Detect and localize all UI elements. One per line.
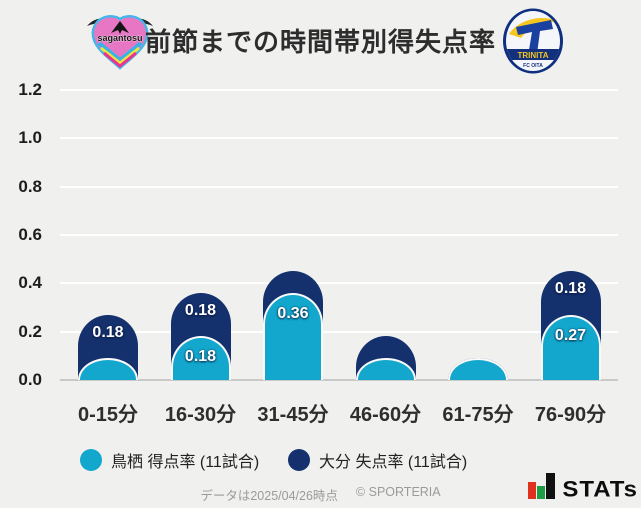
oita-trinita-crest-icon: TRINITA FC OITA: [503, 8, 563, 74]
away-logo-text: TRINITA: [518, 51, 549, 60]
gridline: [60, 330, 618, 333]
x-axis-category-label: 0-15分: [77, 404, 139, 426]
x-axis-category-label: 16-30分: [164, 404, 237, 426]
gridline: [60, 233, 618, 236]
y-axis-tick-label: 0.6: [18, 224, 42, 244]
stats-brand-text: STATs: [562, 477, 638, 502]
y-axis-tick-label: 0.4: [18, 273, 42, 293]
x-axis-category-label: 31-45分: [257, 404, 329, 426]
home-logo-text: sagantosu: [97, 33, 142, 43]
footer-note: データは2025/04/26時点 © SPORTERIA: [0, 485, 641, 504]
y-axis-tick-label: 1.2: [18, 79, 42, 99]
away-team-logo: TRINITA FC OITA: [501, 8, 565, 79]
copyright-text: © SPORTERIA: [355, 485, 441, 499]
gridline: [60, 282, 618, 285]
y-axis-tick-label: 0.2: [18, 321, 42, 341]
sagan-tosu-crest-icon: sagantosu: [87, 15, 153, 70]
away-logo-subtext: FC OITA: [523, 63, 543, 69]
x-axis-baseline: [60, 379, 618, 381]
legend-item: 大分 失点率 (11試合): [288, 448, 467, 472]
x-axis-category-label: 61-75分: [442, 404, 514, 426]
legend-label: 鳥栖 得点率 (11試合): [111, 454, 260, 471]
x-axis-category-label: 76-90分: [534, 404, 607, 426]
x-axis-category-label: 46-60分: [349, 404, 422, 426]
bar-value-label: 0.18: [554, 280, 587, 298]
gridline: [60, 137, 618, 140]
bar-segment-tosu-goal-rate: [263, 292, 323, 380]
y-axis-tick-label: 0.8: [18, 176, 42, 196]
y-axis-tick-label: 0.0: [18, 370, 42, 389]
data-timestamp: データは2025/04/26時点: [200, 489, 338, 503]
bar-segment-tosu-goal-rate: [170, 336, 231, 380]
home-team-logo: sagantosu: [84, 10, 156, 75]
bar-value-label: 0.18: [92, 323, 124, 341]
y-axis-tick-label: 1.0: [18, 128, 42, 148]
bar-value-label: 0.27: [554, 326, 587, 344]
bar-value-label: 0.18: [184, 348, 217, 366]
bar-segment-tosu-goal-rate: [448, 358, 508, 380]
bar-value-label: 0.36: [277, 304, 309, 322]
stats-logo: STATs: [528, 471, 638, 501]
legend-item: 鳥栖 得点率 (11試合): [80, 448, 259, 472]
page-title: 前節までの時間帯別得失点率: [144, 27, 496, 57]
gridline: [60, 88, 618, 91]
legend-color-dot: [288, 449, 310, 471]
legend-label: 大分 失点率 (11試合): [319, 454, 468, 471]
legend-color-dot: [80, 449, 102, 471]
bar-segment-tosu-goal-rate: [540, 314, 601, 380]
bar-chart-icon: [528, 473, 556, 499]
gridline: [60, 185, 618, 188]
bar-value-label: 0.18: [184, 301, 217, 319]
